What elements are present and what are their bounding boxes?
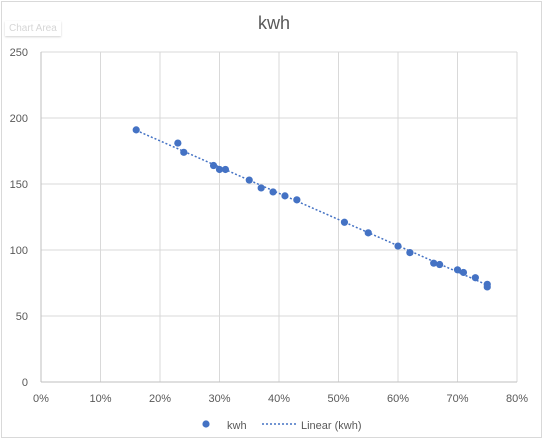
x-tick-label: 0% bbox=[33, 393, 49, 405]
scatter-point bbox=[209, 161, 218, 170]
scatter-point bbox=[174, 139, 182, 147]
points-layer bbox=[132, 126, 491, 291]
scatter-point bbox=[364, 229, 372, 237]
y-tick-label: 200 bbox=[10, 113, 28, 125]
x-tick-label: 50% bbox=[327, 393, 349, 405]
scatter-point bbox=[394, 242, 402, 250]
grid-layer bbox=[40, 51, 518, 383]
scatter-point bbox=[293, 196, 301, 204]
axis-layer: 0% 10% 20% 30% 40% 50% 60% 70% 80% 0 50 100 150 200 25… bbox=[10, 47, 529, 405]
scatter-point bbox=[221, 165, 230, 174]
x-tick-label: 80% bbox=[506, 393, 528, 405]
x-tick-label: 10% bbox=[89, 393, 111, 405]
legend-label-linear-kwh: Linear (kwh) bbox=[301, 420, 362, 432]
y-tick-label: 50 bbox=[16, 311, 28, 323]
chart-area-tooltip: Chart Area bbox=[5, 21, 61, 36]
legend-label-kwh: kwh bbox=[227, 420, 247, 432]
x-tick-label: 30% bbox=[208, 393, 230, 405]
scatter-point bbox=[132, 126, 140, 134]
y-tick-label: 150 bbox=[10, 179, 28, 191]
x-tick-label: 60% bbox=[387, 393, 409, 405]
scatter-point bbox=[215, 165, 224, 174]
y-tick-label: 0 bbox=[22, 377, 28, 389]
x-tick-label: 70% bbox=[446, 393, 468, 405]
scatter-point bbox=[180, 148, 188, 156]
x-tick-label: 40% bbox=[268, 393, 290, 405]
scatter-point bbox=[257, 184, 265, 192]
scatter-point bbox=[459, 268, 468, 277]
scatter-point bbox=[269, 188, 277, 196]
scatter-point bbox=[340, 218, 349, 226]
legend: kwh Linear (kwh) bbox=[202, 420, 362, 432]
x-tick-label: 20% bbox=[149, 393, 171, 405]
chart-title: kwh bbox=[258, 13, 290, 33]
scatter-point bbox=[245, 176, 253, 184]
scatter-point bbox=[406, 249, 414, 257]
scatter-point bbox=[483, 283, 491, 291]
y-tick-label: 250 bbox=[10, 47, 28, 59]
scatter-point bbox=[436, 260, 444, 269]
y-tick-label: 100 bbox=[10, 245, 28, 257]
legend-marker-kwh bbox=[202, 420, 210, 428]
scatter-point bbox=[471, 274, 479, 282]
scatter-point bbox=[281, 192, 289, 200]
scatter-point bbox=[453, 266, 462, 274]
scatter-point bbox=[430, 259, 438, 267]
